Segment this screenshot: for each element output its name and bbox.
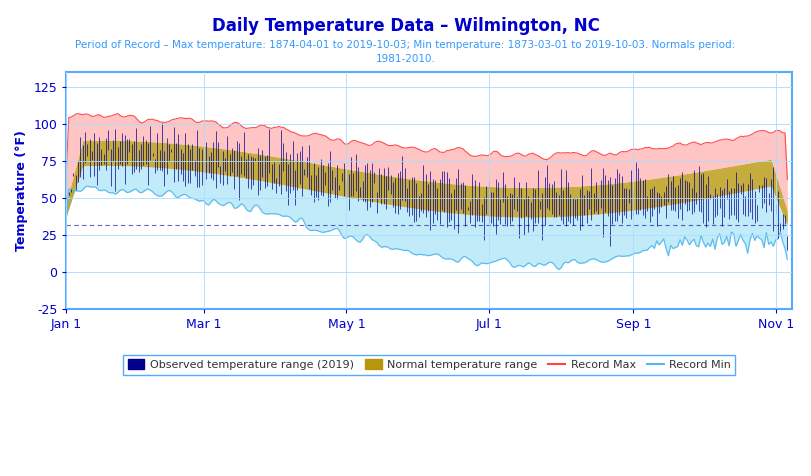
Legend: Observed temperature range (2019), Normal temperature range, Record Max, Record : Observed temperature range (2019), Norma… — [123, 355, 736, 375]
Text: Daily Temperature Data – Wilmington, NC: Daily Temperature Data – Wilmington, NC — [212, 17, 599, 35]
Y-axis label: Temperature (°F): Temperature (°F) — [15, 130, 28, 251]
Text: Period of Record – Max temperature: 1874-04-01 to 2019-10-03; Min temperature: 1: Period of Record – Max temperature: 1874… — [75, 40, 736, 64]
